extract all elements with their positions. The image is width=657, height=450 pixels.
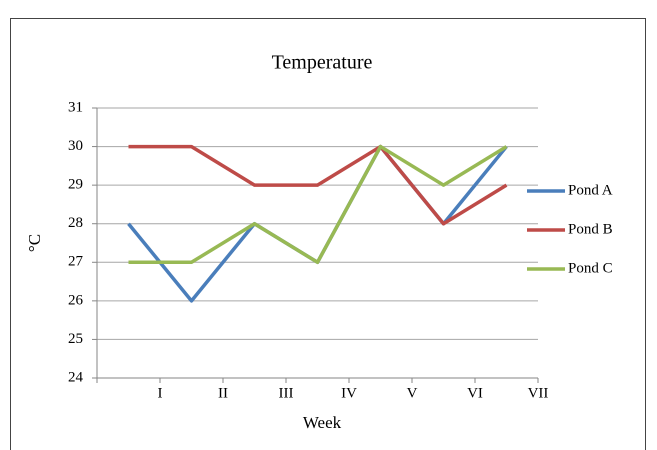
- y-tick-label: 30: [68, 138, 83, 154]
- x-tick-label: V: [407, 385, 418, 401]
- y-tick-label: 28: [68, 215, 83, 231]
- legend-label: Pond B: [568, 221, 613, 237]
- y-tick-label: 26: [68, 292, 84, 308]
- x-tick-label: VI: [467, 385, 483, 401]
- y-tick-label: 31: [68, 99, 83, 115]
- x-axis-label: Week: [303, 413, 342, 432]
- x-tick-label: VII: [528, 385, 549, 401]
- x-tick-label: IV: [341, 385, 357, 401]
- chart-frame: [10, 18, 646, 450]
- x-tick-label: III: [279, 385, 294, 401]
- y-tick-label: 29: [68, 177, 83, 193]
- y-tick-label: 27: [68, 254, 84, 270]
- y-tick-label: 24: [68, 369, 84, 385]
- x-tick-label: II: [218, 385, 228, 401]
- y-tick-label: 25: [68, 331, 83, 347]
- chart-title: Temperature: [272, 52, 373, 74]
- legend-label: Pond A: [568, 182, 613, 198]
- x-tick-label: I: [158, 385, 163, 401]
- series-line: [128, 144, 508, 265]
- series-line: [128, 144, 508, 226]
- legend-label: Pond C: [568, 260, 613, 276]
- y-axis-label: °C: [25, 234, 44, 252]
